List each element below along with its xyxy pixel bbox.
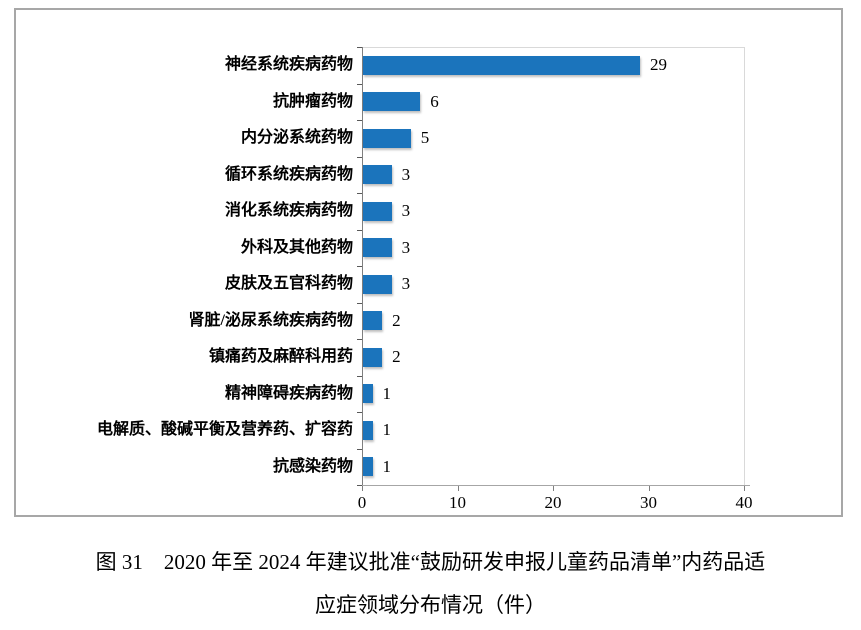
category-label: 镇痛药及麻醉科用药 xyxy=(208,348,353,365)
category-label: 抗肿瘤药物 xyxy=(272,92,353,110)
value-label: 3 xyxy=(401,274,411,293)
category-tick xyxy=(357,47,362,48)
category-label: 神经系统疾病药物 xyxy=(224,56,353,73)
bar xyxy=(363,201,392,221)
value-label: 2 xyxy=(392,310,401,330)
figure-caption: 图 31 2020 年至 2024 年建议批准“鼓励研发申报儿童药品清单”内药品… xyxy=(0,541,861,627)
x-tick xyxy=(648,486,650,491)
category-label: 内分泌系统药物 xyxy=(240,129,353,146)
category-tick xyxy=(357,339,362,340)
bar xyxy=(363,274,392,294)
x-axis-line xyxy=(358,485,750,486)
category-label: 循环系统疾病药物 xyxy=(224,165,353,183)
plot-area-border xyxy=(362,47,745,486)
category-label: 精神障碍疾病药物 xyxy=(224,384,353,402)
x-tick xyxy=(362,486,363,491)
bar xyxy=(363,384,373,404)
value-label: 2 xyxy=(392,347,401,366)
value-label: 1 xyxy=(382,383,392,403)
value-label: 6 xyxy=(430,91,439,111)
bar xyxy=(363,165,392,185)
x-tick-label: 20 xyxy=(544,493,562,512)
category-label: 肾脏/泌尿系统疾病药物 xyxy=(188,311,353,329)
caption-line-1: 图 31 2020 年至 2024 年建议批准“鼓励研发申报儿童药品清单”内药品… xyxy=(95,550,766,574)
bar xyxy=(363,238,392,258)
category-tick xyxy=(357,83,362,85)
bar xyxy=(363,347,383,367)
bar xyxy=(363,92,421,112)
value-label: 1 xyxy=(382,420,392,439)
category-label: 外科及其他药物 xyxy=(240,238,353,256)
category-tick xyxy=(357,448,362,450)
bar xyxy=(363,311,383,331)
value-label: 3 xyxy=(401,201,411,220)
x-tick-label: 10 xyxy=(449,493,466,512)
category-tick xyxy=(357,193,362,194)
category-tick xyxy=(357,485,362,486)
bar xyxy=(363,420,373,440)
chart-figure: 神经系统疾病药物 29 抗肿瘤药物 6 内分泌系统药物 5 循环系统疾病药物 3 消化系统疾病药… xyxy=(14,8,843,517)
value-label: 3 xyxy=(401,237,411,257)
category-label: 皮肤及五官科药物 xyxy=(224,275,353,292)
category-axis-line xyxy=(362,47,363,486)
x-tick-label: 40 xyxy=(735,493,753,512)
x-tick xyxy=(457,486,459,491)
category-tick xyxy=(357,375,362,377)
x-tick xyxy=(553,486,554,491)
value-label: 5 xyxy=(420,128,430,147)
category-tick xyxy=(357,120,362,121)
value-label: 3 xyxy=(401,164,411,184)
bar xyxy=(363,128,411,148)
x-tick xyxy=(744,486,745,491)
caption-line-2: 应症领域分布情况（件） xyxy=(315,593,546,617)
category-tick xyxy=(357,302,362,304)
category-label: 电解质、酸碱平衡及营养药、扩容药 xyxy=(96,421,353,438)
bar xyxy=(363,457,373,477)
x-tick-label: 0 xyxy=(357,493,367,512)
category-tick xyxy=(357,229,362,231)
category-label: 抗感染药物 xyxy=(272,457,353,475)
value-label: 1 xyxy=(382,456,392,476)
category-label: 消化系统疾病药物 xyxy=(224,202,353,219)
x-tick-label: 30 xyxy=(640,493,657,512)
category-tick xyxy=(357,412,362,413)
category-tick xyxy=(357,266,362,267)
bar xyxy=(363,55,640,75)
value-label: 29 xyxy=(649,55,667,74)
category-tick xyxy=(357,156,362,158)
